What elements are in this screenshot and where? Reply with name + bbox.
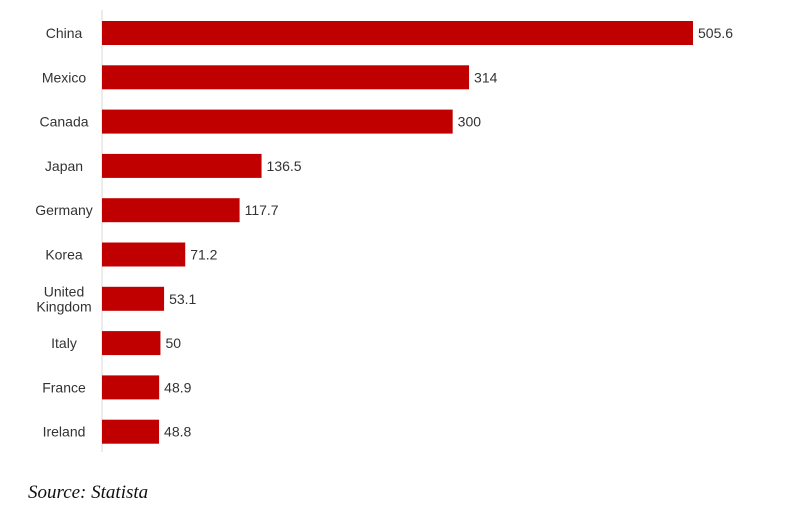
value-label: 53.1: [169, 291, 196, 307]
value-label: 300: [458, 114, 482, 130]
category-label: Mexico: [42, 69, 87, 85]
bar-germany: [102, 198, 240, 223]
category-label: Japan: [45, 158, 83, 174]
category-label: Ireland: [43, 424, 86, 440]
category-label: Korea: [45, 247, 83, 263]
bar-korea: [102, 242, 186, 267]
bar-france: [102, 375, 160, 400]
bars-group: China 505.6 Mexico 314 Canada 300 Japan 136.5 Ge…: [35, 21, 733, 444]
value-label: 71.2: [190, 247, 217, 263]
bar-mexico: [102, 65, 470, 90]
value-label: 50: [165, 335, 181, 351]
category-label: Germany: [35, 202, 93, 218]
value-label: 505.6: [698, 25, 733, 41]
value-label: 314: [474, 69, 498, 85]
source-caption: Source: Statista: [28, 482, 149, 503]
category-label: Italy: [51, 335, 77, 351]
category-label: China: [46, 25, 83, 41]
bar-italy: [102, 331, 161, 356]
bar-ireland: [102, 419, 160, 444]
bar-canada: [102, 109, 453, 134]
category-label: France: [42, 379, 86, 395]
category-label: United Kingdom: [36, 283, 91, 314]
value-label: 136.5: [267, 158, 302, 174]
category-label: Canada: [39, 114, 88, 130]
value-label: 48.9: [164, 379, 191, 395]
bar-united-kingdom: [102, 286, 165, 311]
bar-japan: [102, 153, 262, 178]
value-label: 117.7: [245, 202, 279, 218]
bar-chart: China 505.6 Mexico 314 Canada 300 Japan 136.5 Ge…: [35, 10, 733, 452]
value-label: 48.8: [164, 424, 191, 440]
bar-china: [102, 21, 693, 45]
